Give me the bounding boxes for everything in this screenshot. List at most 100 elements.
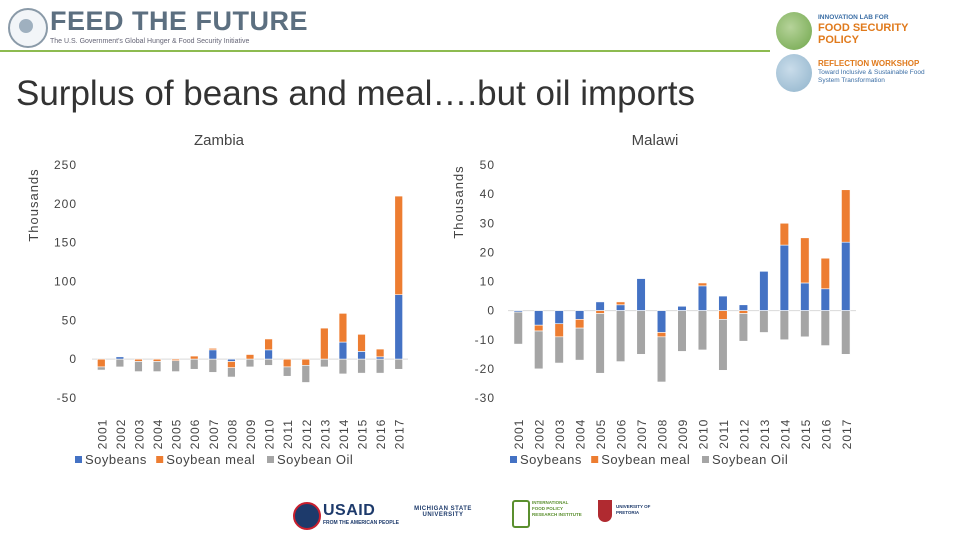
bar-segment-soybeans xyxy=(759,271,769,311)
bar-segment-soybean-meal xyxy=(820,257,830,290)
bar-segment-soybean-oil xyxy=(554,336,564,364)
bar-segment-soybeans xyxy=(656,310,667,333)
x-tick-label: 2003 xyxy=(132,419,146,450)
y-tick-label: 0 xyxy=(487,304,495,318)
y-tick-label: 100 xyxy=(54,275,77,289)
bar-segment-soybean-oil xyxy=(575,327,585,361)
bar-segment-soybean-meal xyxy=(190,355,199,360)
msu-logo: MICHIGAN STATE UNIVERSITY xyxy=(414,506,472,518)
x-tick-label: 2005 xyxy=(170,419,184,450)
lab-line3: REFLECTION WORKSHOP xyxy=(818,59,920,68)
bar-segment-soybeans xyxy=(595,301,605,311)
bar-segment-soybean-oil xyxy=(759,310,769,333)
lab-line1: INNOVATION LAB FOR xyxy=(818,14,889,21)
chart-title: Malawi xyxy=(632,132,679,149)
bar-segment-soybean-oil xyxy=(615,310,626,362)
bar-segment-soybeans xyxy=(697,285,708,311)
header-divider xyxy=(0,50,770,52)
bar-segment-soybean-oil xyxy=(656,336,667,383)
leaf-icon xyxy=(776,12,812,50)
up-logo: UNIVERSITY OF PRETORIA xyxy=(598,500,668,530)
bar-segment-soybeans xyxy=(841,241,851,311)
bar-segment-soybean-meal xyxy=(134,358,143,362)
x-tick-label: 2012 xyxy=(300,419,314,450)
bar-segment-soybean-meal xyxy=(152,358,162,362)
leaf-icon xyxy=(776,54,812,92)
bar-segment-soybean-oil xyxy=(152,361,162,372)
y-tick-label: 50 xyxy=(480,158,495,172)
y-tick-label: 50 xyxy=(62,313,77,327)
legend-swatch xyxy=(702,456,709,463)
x-tick-label: 2011 xyxy=(281,419,295,449)
y-tick-label: -50 xyxy=(57,391,77,405)
y-tick-label: 10 xyxy=(480,275,495,289)
legend-swatch xyxy=(156,456,164,463)
bar-segment-soybean-oil xyxy=(227,367,236,378)
x-tick-label: 2013 xyxy=(758,419,772,450)
lab-line4: Toward Inclusive & Sustainable Food Syst… xyxy=(818,69,925,84)
bar-segment-soybean-oil xyxy=(134,361,143,372)
x-tick-label: 2005 xyxy=(594,419,608,450)
bar-segment-soybeans xyxy=(554,310,564,325)
x-tick-label: 2001 xyxy=(512,419,526,450)
bar-segment-soybean-oil xyxy=(513,311,523,345)
x-tick-label: 2013 xyxy=(318,419,332,450)
x-tick-label: 2016 xyxy=(819,419,833,450)
x-tick-label: 2014 xyxy=(337,419,351,450)
y-tick-label: 0 xyxy=(69,352,77,366)
bar-segment-soybean-meal xyxy=(394,195,403,296)
bar-segment-soybeans xyxy=(718,295,728,311)
bar-segment-soybean-meal xyxy=(264,338,273,351)
bar-segment-soybean-oil xyxy=(115,358,125,368)
usaid-tagline: FROM THE AMERICAN PEOPLE xyxy=(323,520,399,526)
x-tick-label: 2009 xyxy=(244,419,258,450)
y-tick-label: 150 xyxy=(54,236,77,250)
bar-segment-soybeans xyxy=(615,304,626,311)
bar-segment-soybean-oil xyxy=(97,366,106,371)
bar-segment-soybean-oil xyxy=(636,310,646,355)
bar-segment-soybean-meal xyxy=(534,324,544,332)
bar-segment-soybeans xyxy=(338,341,348,360)
x-tick-label: 2004 xyxy=(151,419,165,450)
usaid-logo: USAID FROM THE AMERICAN PEOPLE xyxy=(293,500,399,530)
bar-segment-soybeans xyxy=(820,288,830,311)
bar-segment-soybeans xyxy=(227,358,236,362)
lab-line2: FOOD SECURITY POLICY xyxy=(818,22,909,46)
bar-segment-soybean-oil xyxy=(534,330,544,370)
legend-swatch xyxy=(267,456,274,463)
bar-segment-soybean-oil xyxy=(245,358,255,368)
bar-segment-soybean-oil xyxy=(595,313,605,374)
bar-segment-soybean-meal xyxy=(718,310,728,320)
bar-segment-soybean-oil xyxy=(738,313,749,342)
bar-segment-soybean-meal xyxy=(301,358,310,366)
x-tick-label: 2008 xyxy=(656,419,670,450)
usaid-name: USAID xyxy=(323,502,376,519)
bar-segment-soybean-meal xyxy=(375,348,385,358)
bar-segment-soybean-oil xyxy=(190,358,199,370)
legend-swatch xyxy=(591,456,599,463)
bar-segment-soybeans xyxy=(115,356,125,360)
bar-segment-soybean-meal xyxy=(227,361,236,369)
x-tick-label: 2016 xyxy=(374,419,388,450)
y-tick-label: 250 xyxy=(54,158,77,172)
usaid-seal-icon xyxy=(293,502,321,530)
y-tick-label: 30 xyxy=(480,216,495,230)
y-tick-label: -10 xyxy=(475,333,495,347)
slide-header: FEED THE FUTURE The U.S. Government's Gl… xyxy=(0,0,960,92)
y-axis-label: Thousands xyxy=(26,168,41,241)
bar-segment-soybeans xyxy=(779,244,789,311)
y-tick-label: 20 xyxy=(480,245,495,259)
innovation-lab-logo: INNOVATION LAB FOR FOOD SECURITY POLICY … xyxy=(774,12,960,98)
bar-segment-soybean-meal xyxy=(357,334,366,352)
bar-segment-soybeans xyxy=(738,304,749,311)
legend-swatch xyxy=(510,456,517,463)
bar-segment-soybean-meal xyxy=(320,327,329,360)
chart-0: Zambia Thousands -50 0 50 100 150 200 250 2001 200… xyxy=(26,132,408,467)
y-tick-label: -20 xyxy=(475,362,495,376)
x-tick-label: 2004 xyxy=(574,419,588,450)
bar-segment-soybean-oil xyxy=(301,365,310,383)
y-axis-label: Thousands xyxy=(451,165,466,238)
x-tick-label: 2017 xyxy=(840,419,854,450)
x-tick-label: 2012 xyxy=(737,419,751,450)
